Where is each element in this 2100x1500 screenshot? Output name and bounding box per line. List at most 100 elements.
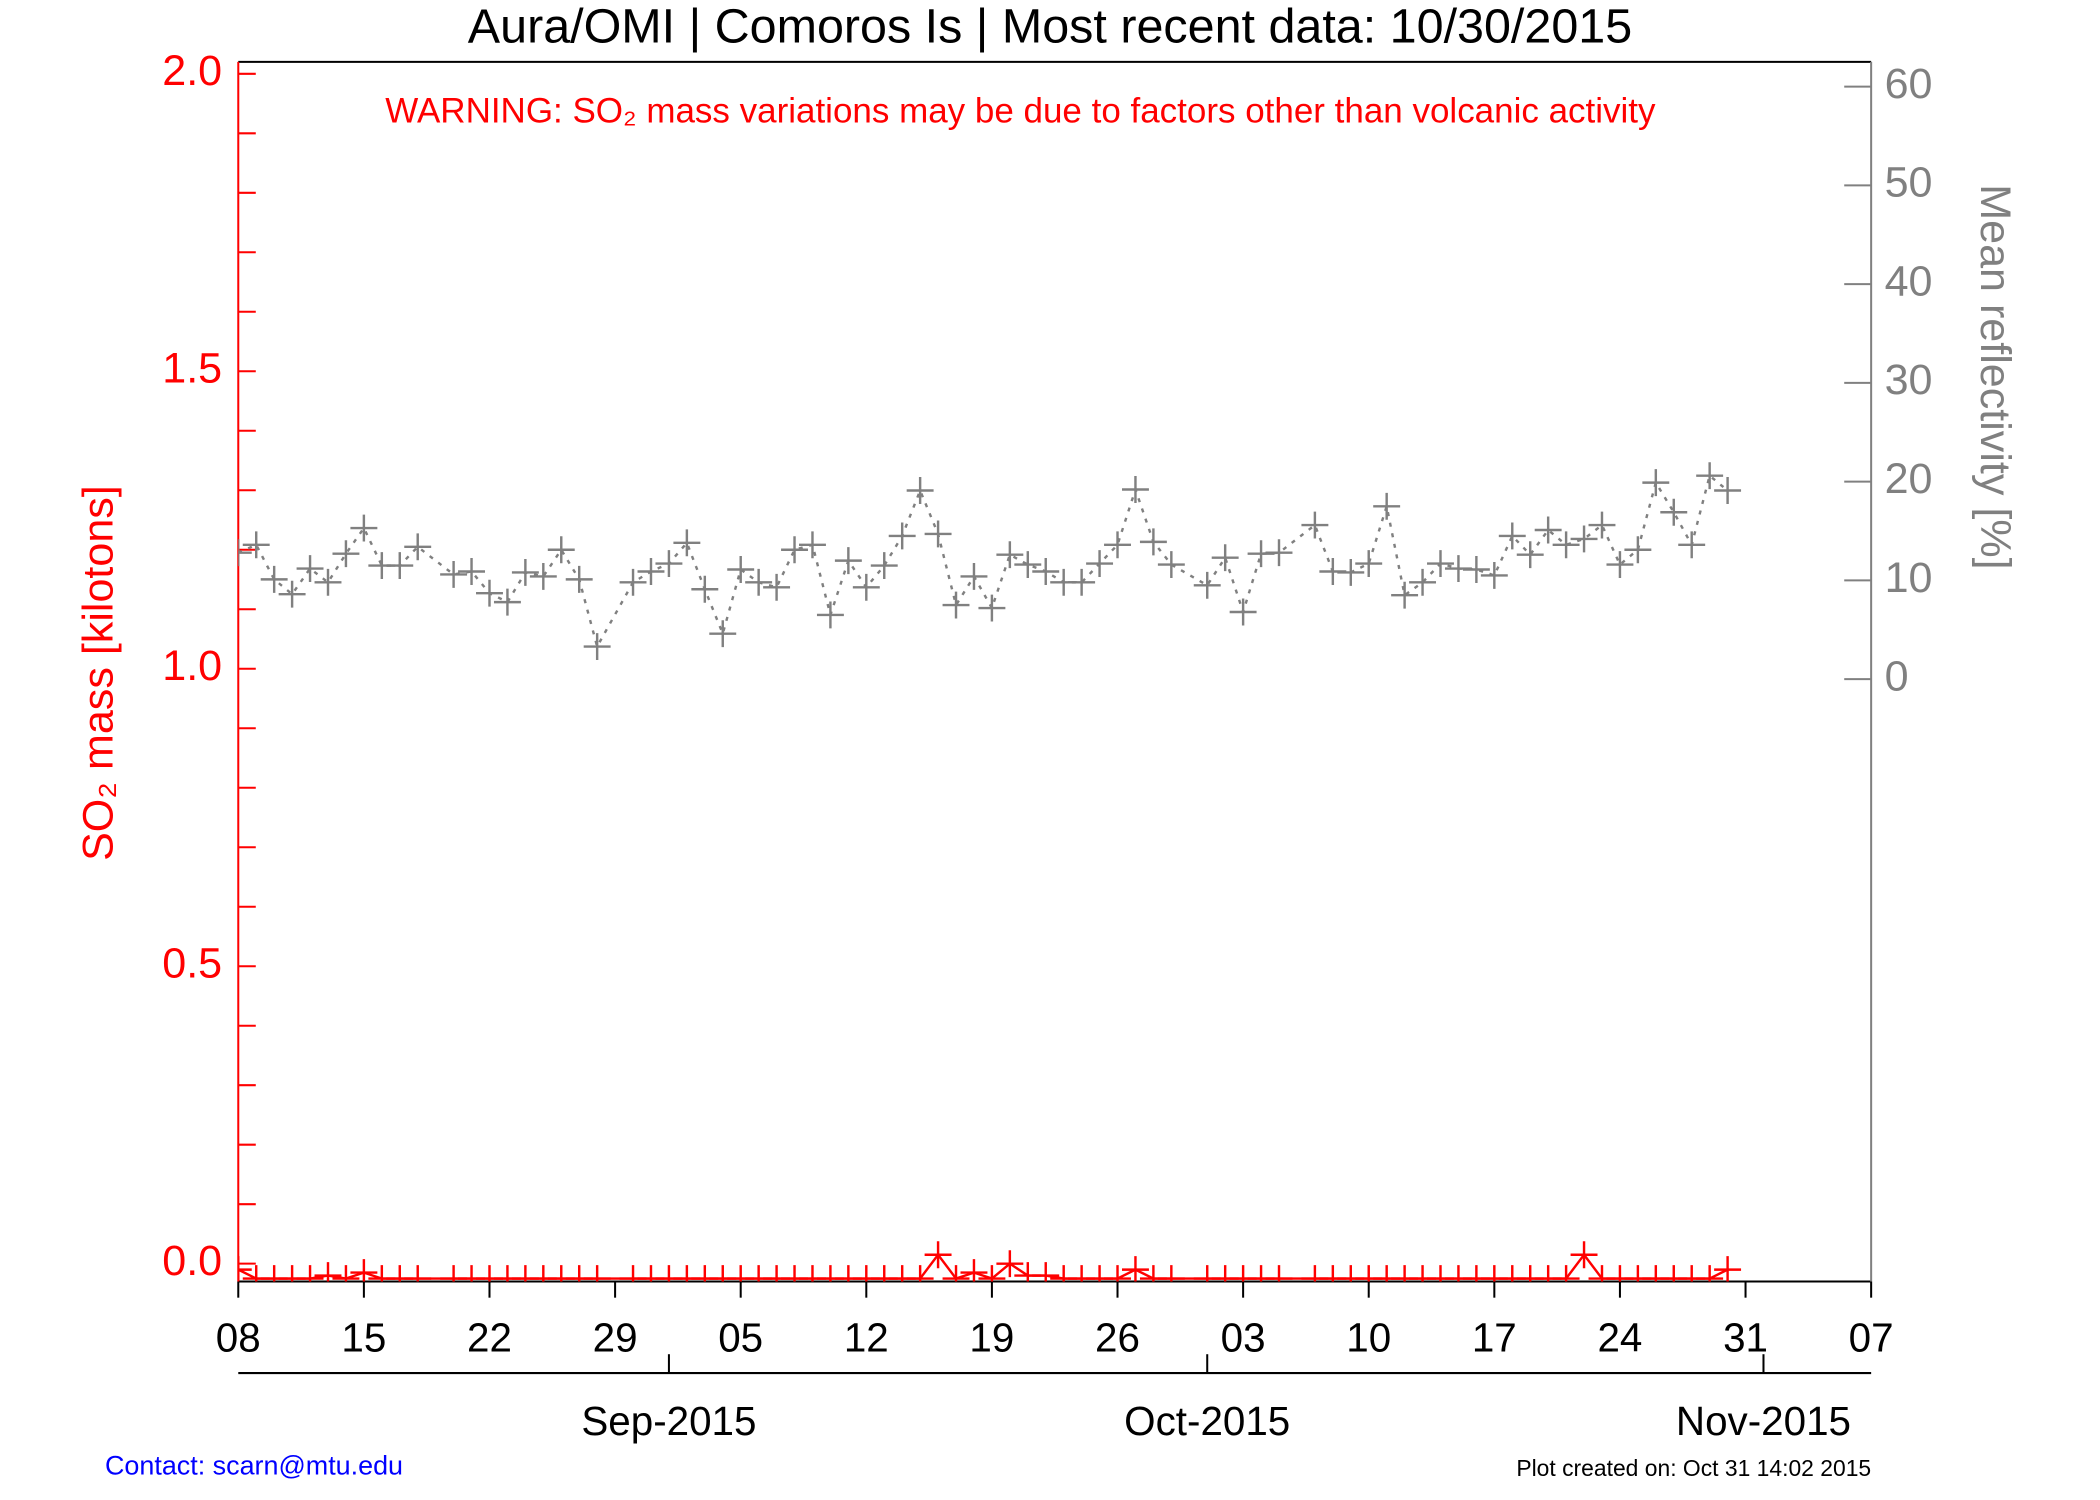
data-point [1104,1265,1131,1282]
data-point [458,558,486,585]
data-point [727,556,755,583]
y-tick-label: 0.0 [162,1237,222,1285]
data-point [1696,462,1724,490]
data-point [942,1265,970,1282]
data-point [1355,550,1383,578]
data-point [781,536,808,564]
data-point [1086,550,1114,578]
data-point [242,531,270,559]
data-point [1696,1265,1724,1282]
y-tick-label: 0.5 [162,940,222,988]
data-point [834,547,862,575]
data-point [960,1259,988,1282]
x-tick-label: 10 [1346,1314,1391,1360]
data-point [1121,476,1149,503]
data-point [386,552,414,580]
data-point [278,580,306,608]
month-label: Oct-2015 [1124,1398,1290,1444]
data-point [763,573,791,601]
data-point [1606,551,1634,579]
data-point [1427,550,1454,578]
y-tick-label: 2.0 [162,47,222,95]
data-point [565,565,593,593]
y2-tick-label: 40 [1885,257,1933,305]
data-point [709,620,737,648]
data-point [816,601,844,629]
data-point [1588,511,1616,539]
data-point [1068,568,1096,596]
data-point [1121,1256,1149,1282]
chart-title: Aura/OMI | Comoros Is | Most recent data… [468,0,1632,53]
data-point [1265,1265,1293,1282]
data-point [404,1265,432,1282]
data-point [1642,469,1670,497]
data-point [637,558,665,585]
data-point [1678,531,1706,559]
y2-tick-label: 10 [1885,554,1933,602]
y2-tick-label: 60 [1885,60,1933,108]
data-point [906,477,934,504]
data-point [1714,477,1742,504]
data-point [1462,556,1490,583]
data-point [1032,1262,1060,1282]
data-point [296,555,324,582]
y2-tick-label: 30 [1885,356,1933,404]
y-tick-label: 1.0 [162,642,222,690]
data-point [1498,522,1526,550]
y2-tick-label: 20 [1885,455,1933,503]
data-point [440,560,468,588]
data-point [583,633,611,661]
x-tick-label: 12 [844,1314,889,1360]
x-tick-label: 22 [467,1314,512,1360]
data-point [924,1241,952,1269]
data-point [1480,561,1508,589]
x-tick-label: 29 [593,1314,638,1360]
data-point [1409,568,1437,596]
x-tick-label: 26 [1095,1314,1140,1360]
x-tick-label: 07 [1849,1314,1894,1360]
data-point [547,536,575,564]
data-point [852,573,880,601]
data-point [691,575,719,603]
x-tick-label: 08 [216,1314,261,1360]
data-point [1714,1256,1742,1282]
data-point [978,594,1006,622]
x-tick-label: 31 [1723,1314,1768,1360]
data-point [996,1250,1024,1278]
data-point [1014,551,1042,579]
data-point [870,552,898,580]
data-point [1265,539,1293,567]
data-point [888,522,916,550]
data-point [1516,541,1544,569]
data-point [996,541,1024,569]
data-point [619,568,647,596]
data-point [332,540,360,568]
data-point [1534,516,1562,544]
x-tick-label: 05 [718,1314,763,1360]
data-point [1570,525,1598,553]
x-tick-label: 24 [1597,1314,1642,1360]
series-line [238,473,1729,650]
data-point [1211,544,1239,572]
data-point [238,1256,252,1282]
x-tick-label: 15 [341,1314,386,1360]
series-line [238,1252,1729,1280]
y-axis-label: SO₂ mass [kilotons] [74,485,122,861]
data-point [511,559,539,586]
data-point [1570,1241,1598,1269]
data-point [1391,581,1419,609]
warning: WARNING: SO₂ mass variations may be due … [385,91,1656,130]
y2-tick-label: 50 [1885,159,1933,207]
data-point [476,579,503,607]
data-point [1104,531,1131,559]
data-point [655,550,683,578]
data-point [1373,492,1401,520]
data-point [1157,551,1185,579]
data-point [529,562,557,590]
month-label: Sep-2015 [581,1398,756,1444]
data-point [942,591,970,619]
data-point [1552,1265,1580,1282]
data-point [1157,1265,1185,1282]
